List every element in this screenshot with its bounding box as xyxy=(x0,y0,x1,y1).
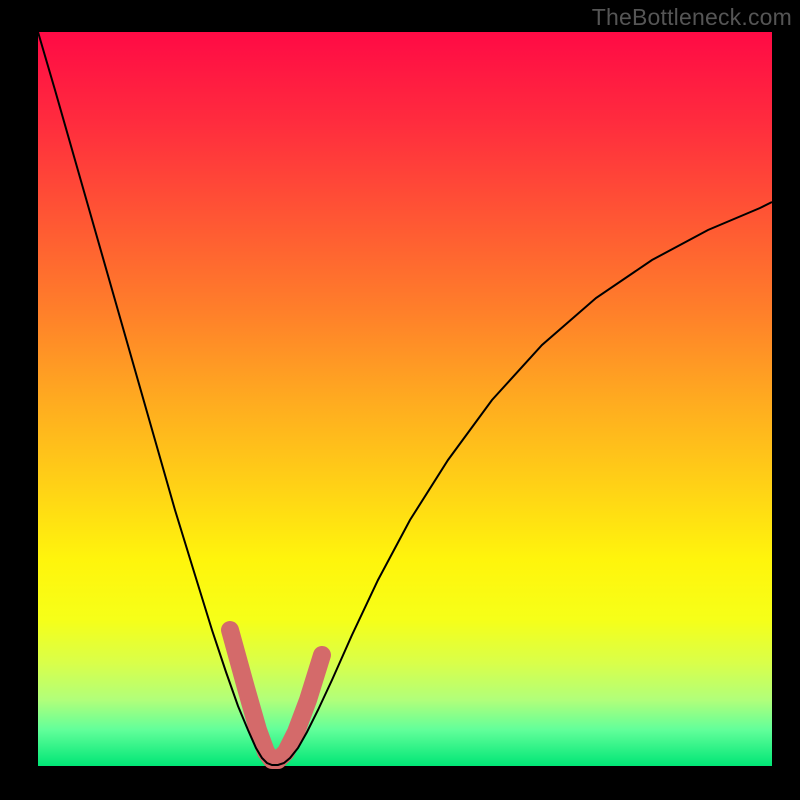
chart-svg xyxy=(0,0,800,800)
plot-background xyxy=(38,32,772,766)
watermark-text: TheBottleneck.com xyxy=(592,4,792,31)
chart-container: TheBottleneck.com xyxy=(0,0,800,800)
